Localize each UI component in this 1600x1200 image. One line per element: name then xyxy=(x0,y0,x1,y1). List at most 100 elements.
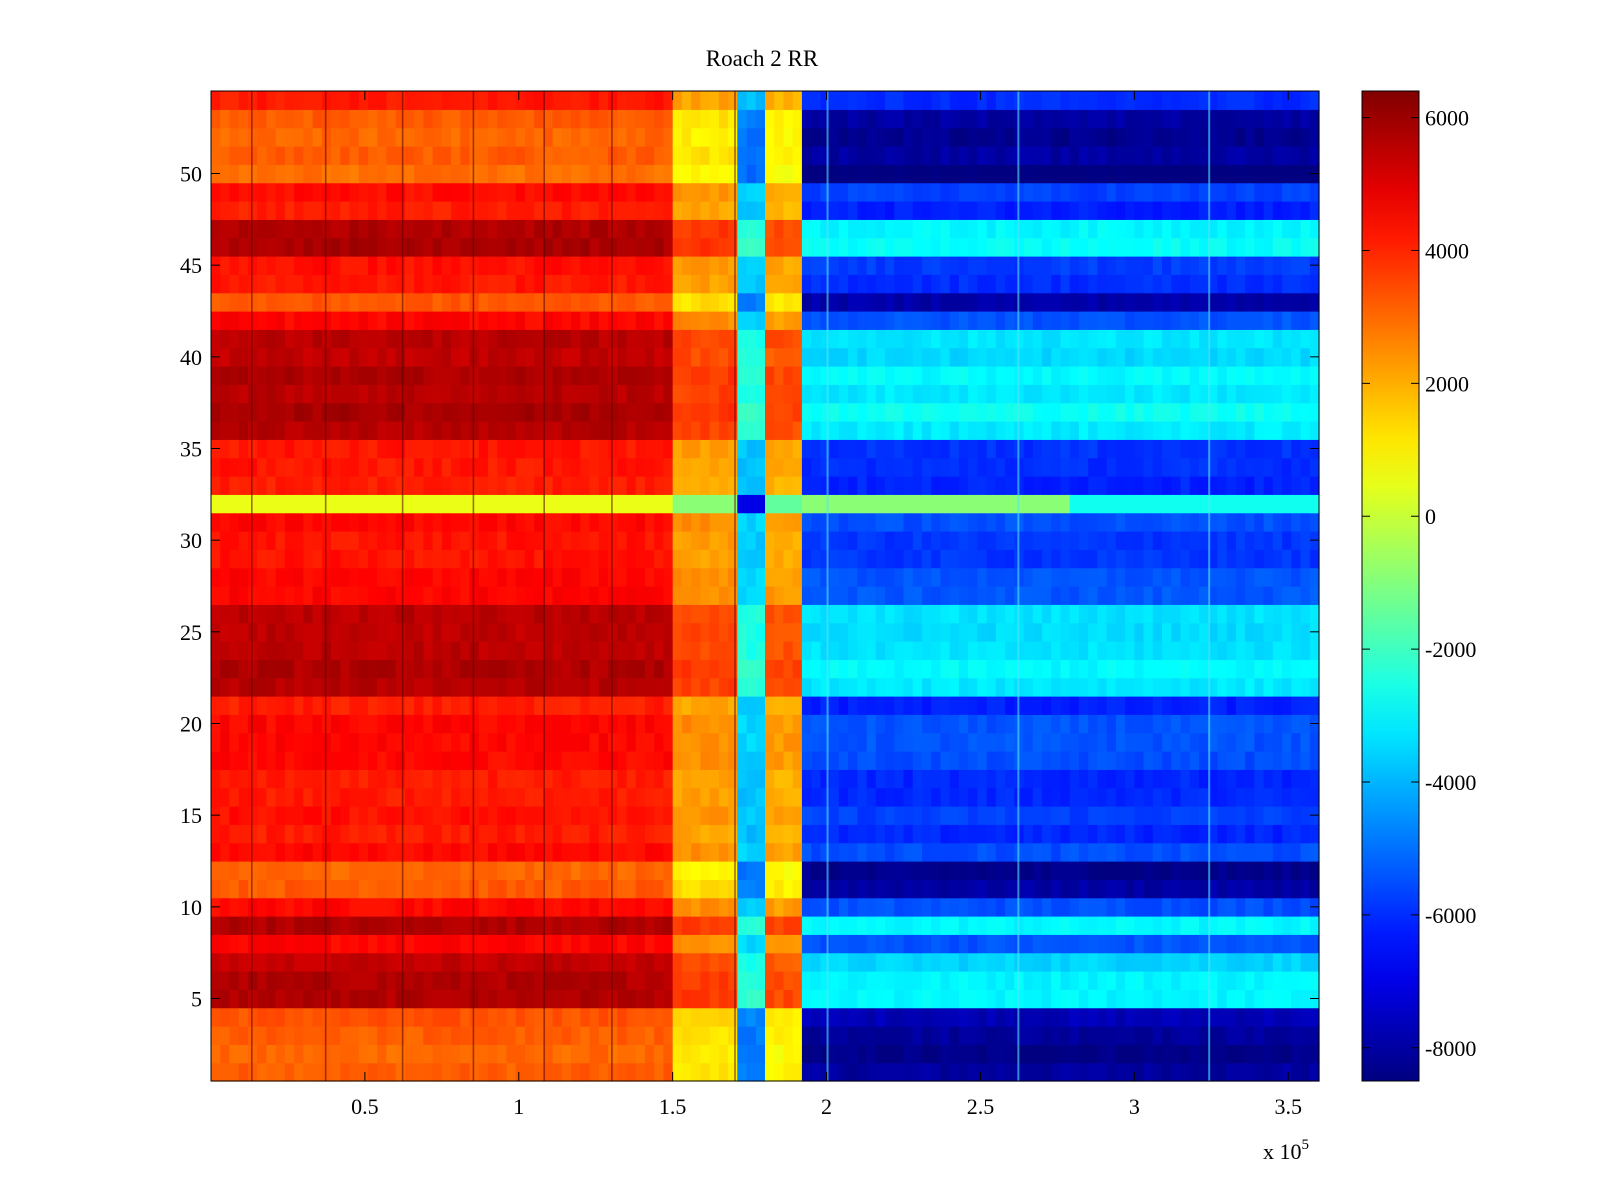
heatmap-cell xyxy=(451,714,461,734)
heatmap-cell xyxy=(506,512,517,532)
heatmap-cell xyxy=(783,1044,794,1064)
heatmap-cell xyxy=(441,677,452,697)
heatmap-cell xyxy=(635,916,646,935)
heatmap-cell xyxy=(829,769,840,789)
heatmap-cell xyxy=(986,1026,997,1045)
heatmap-cell xyxy=(977,384,988,404)
heatmap-cell xyxy=(367,659,378,679)
heatmap-cell xyxy=(367,934,378,954)
heatmap-cell xyxy=(746,641,757,660)
heatmap-cell xyxy=(386,769,397,789)
heatmap-cell xyxy=(1189,641,1200,660)
heatmap-cell xyxy=(598,824,609,844)
heatmap-cell xyxy=(469,512,480,532)
heatmap-cell xyxy=(1254,677,1265,697)
heatmap-cell xyxy=(220,824,231,844)
heatmap-cell xyxy=(958,769,969,789)
heatmap-cell xyxy=(1226,604,1237,624)
heatmap-cell xyxy=(801,1026,812,1045)
heatmap-cell xyxy=(1208,989,1219,1009)
heatmap-cell xyxy=(488,366,498,385)
heatmap-cell xyxy=(1162,824,1172,844)
heatmap-cell xyxy=(211,751,221,770)
heatmap-cell xyxy=(838,952,849,972)
heatmap-cell xyxy=(1254,1007,1265,1027)
heatmap-cell xyxy=(580,586,591,605)
heatmap-cell xyxy=(857,439,868,459)
heatmap-cell xyxy=(229,567,240,587)
heatmap-cell xyxy=(746,897,757,917)
heatmap-cell xyxy=(1291,512,1302,532)
heatmap-cell xyxy=(1272,971,1283,990)
heatmap-cell xyxy=(552,806,563,825)
heatmap-cell xyxy=(571,402,581,422)
heatmap-cell xyxy=(1226,384,1237,404)
heatmap-cell xyxy=(552,604,563,624)
heatmap-cell xyxy=(700,897,711,917)
heatmap-cell xyxy=(441,641,452,660)
heatmap-cell xyxy=(1300,512,1311,532)
heatmap-cell xyxy=(663,806,674,825)
heatmap-cell xyxy=(783,934,794,954)
heatmap-cell xyxy=(321,806,332,825)
heatmap-cell xyxy=(1106,641,1117,660)
heatmap-cell xyxy=(386,806,397,825)
heatmap-cell xyxy=(1282,806,1292,825)
heatmap-cell xyxy=(515,439,526,459)
heatmap-cell xyxy=(478,677,489,697)
heatmap-cell xyxy=(1208,439,1219,459)
heatmap-cell xyxy=(857,641,868,660)
heatmap-cell xyxy=(912,861,923,880)
heatmap-cell xyxy=(1005,457,1015,477)
heatmap-cell xyxy=(432,402,443,422)
heatmap-cell xyxy=(1291,402,1302,422)
heatmap-cell xyxy=(1171,769,1182,789)
heatmap-cell xyxy=(451,989,461,1009)
heatmap-cell xyxy=(367,824,378,844)
heatmap-cell xyxy=(691,879,701,899)
heatmap-cell xyxy=(838,512,849,532)
heatmap-cell xyxy=(894,659,905,679)
heatmap-cell xyxy=(617,714,628,734)
heatmap-cell xyxy=(663,824,674,844)
heatmap-cell xyxy=(774,347,785,367)
heatmap-cell xyxy=(1078,732,1089,752)
heatmap-cell xyxy=(718,311,729,330)
heatmap-cell xyxy=(1042,1062,1052,1082)
heatmap-cell xyxy=(857,879,868,899)
heatmap-cell xyxy=(238,677,249,697)
heatmap-cell xyxy=(247,659,258,679)
heatmap-cell xyxy=(1309,934,1320,954)
heatmap-cell xyxy=(986,329,997,349)
heatmap-cell xyxy=(423,1026,434,1045)
heatmap-cell xyxy=(829,1026,840,1045)
heatmap-cell xyxy=(912,659,923,679)
heatmap-cell xyxy=(580,677,591,697)
heatmap-cell xyxy=(635,806,646,825)
heatmap-cell xyxy=(968,714,978,734)
heatmap-cell xyxy=(515,567,526,587)
heatmap-cell xyxy=(414,366,424,385)
heatmap-cell xyxy=(995,1044,1006,1064)
heatmap-cell xyxy=(654,769,665,789)
heatmap-cell xyxy=(1069,567,1080,587)
heatmap-cell xyxy=(635,641,646,660)
heatmap-cell xyxy=(885,641,895,660)
heatmap-cell xyxy=(478,329,489,349)
heatmap-cell xyxy=(783,457,794,477)
heatmap-cell xyxy=(801,934,812,954)
heatmap-cell xyxy=(247,311,258,330)
heatmap-cell xyxy=(755,347,766,367)
heatmap-cell xyxy=(423,806,434,825)
heatmap-cell xyxy=(783,476,794,495)
heatmap-cell xyxy=(220,1044,231,1064)
heatmap-cell xyxy=(1226,1007,1237,1027)
heatmap-cell xyxy=(1023,787,1034,807)
heatmap-cell xyxy=(220,806,231,825)
heatmap-cell xyxy=(598,787,609,807)
heatmap-cell xyxy=(451,842,461,862)
heatmap-cell xyxy=(247,677,258,697)
heatmap-cell xyxy=(1125,457,1135,477)
heatmap-cell xyxy=(432,952,443,972)
heatmap-cell xyxy=(331,989,341,1009)
